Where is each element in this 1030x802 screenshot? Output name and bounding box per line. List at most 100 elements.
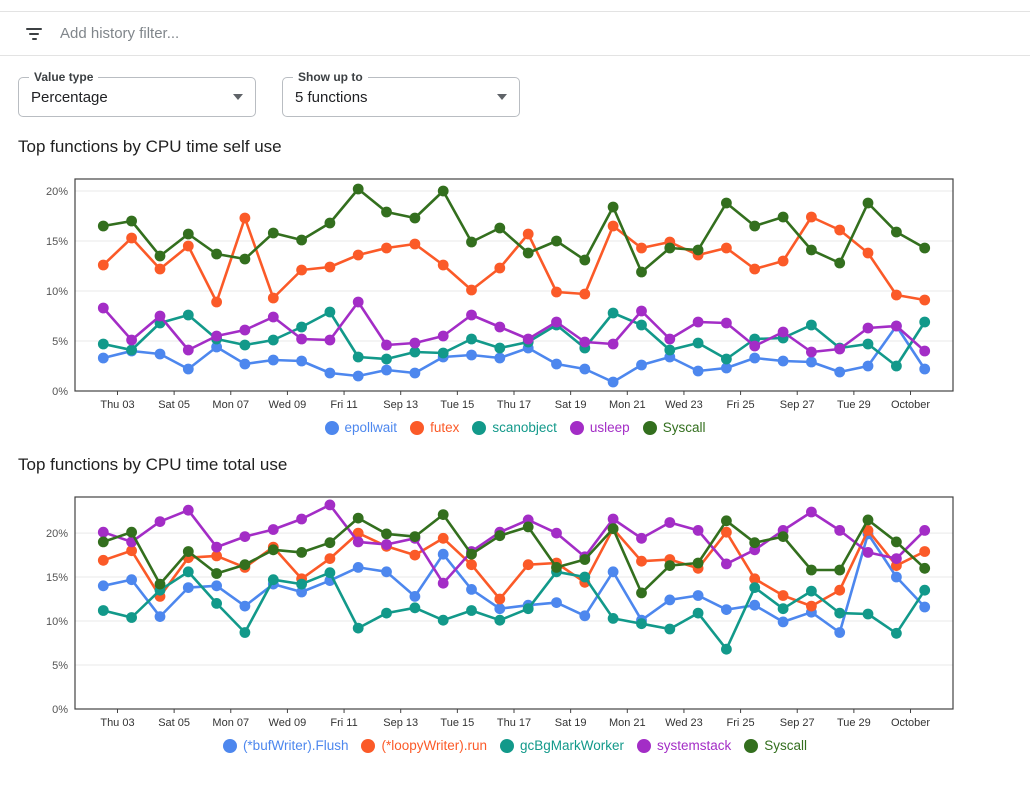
svg-text:Sep 13: Sep 13 (383, 717, 418, 729)
svg-text:Sep 13: Sep 13 (383, 399, 418, 411)
legend-swatch (744, 738, 759, 753)
show-up-to-select[interactable]: Show up to 5 functions (282, 70, 520, 117)
legend-item-systemstack: systemstack (637, 738, 731, 753)
legend-item-loopywriter-run: (*loopyWriter).run (361, 738, 487, 753)
chart-plot-area: 0% 5% 10% 15% 20% Thu 03 Sat 05 Mon 07 Wed 09 Fri… (46, 496, 954, 729)
svg-text:15%: 15% (46, 572, 68, 584)
svg-text:Sat 05: Sat 05 (158, 399, 190, 411)
svg-text:Thu 03: Thu 03 (100, 717, 134, 729)
plot-frame (74, 496, 954, 710)
legend-item-scanobject: scanobject (472, 420, 557, 435)
legend-label: usleep (589, 420, 630, 435)
svg-text:Tue 15: Tue 15 (440, 717, 474, 729)
legend-item-usleep: usleep (569, 420, 630, 435)
svg-text:Wed 09: Wed 09 (269, 399, 307, 411)
value-type-label: Value type (29, 70, 99, 84)
svg-text:Fri 11: Fri 11 (330, 717, 357, 729)
svg-text:Thu 17: Thu 17 (497, 717, 531, 729)
svg-text:Mon 21: Mon 21 (609, 399, 646, 411)
series-futex[interactable] (97, 211, 931, 308)
svg-text:Fri 11: Fri 11 (330, 399, 357, 411)
legend-item-syscall: Syscall (744, 738, 807, 753)
legend-label: Syscall (764, 738, 808, 753)
svg-text:20%: 20% (46, 528, 68, 540)
svg-text:October: October (891, 717, 930, 729)
series-gcbgmarkworker[interactable] (97, 566, 931, 655)
svg-text:10%: 10% (46, 286, 68, 298)
dropdown-arrow-icon (497, 94, 507, 100)
chart-legend: (*bufWriter).Flush (*loopyWriter).run gcBg… (0, 738, 1030, 753)
legend-label: (*bufWriter).Flush (242, 738, 349, 753)
legend-swatch (361, 738, 376, 753)
legend-label: epollwait (344, 420, 398, 435)
legend-swatch (472, 420, 487, 435)
legend-item-bufwriter-flush: (*bufWriter).Flush (222, 738, 349, 753)
svg-text:10%: 10% (46, 616, 68, 628)
svg-text:Sat 19: Sat 19 (555, 717, 587, 729)
svg-text:Sep 27: Sep 27 (780, 399, 815, 411)
chart-controls: Value type Percentage Show up to 5 funct… (18, 70, 1030, 117)
svg-text:Fri 25: Fri 25 (727, 717, 755, 729)
svg-text:October: October (891, 399, 930, 411)
legend-label: (*loopyWriter).run (381, 738, 487, 753)
x-axis: Thu 03 Sat 05 Mon 07 Wed 09 Fri 11 Sep 13 Tue … (100, 384, 954, 411)
legend-label: systemstack (657, 738, 732, 753)
series-syscall[interactable] (97, 183, 931, 278)
value-type-value: Percentage (31, 88, 108, 106)
svg-text:Mon 07: Mon 07 (212, 717, 249, 729)
chart-plot-area: 0% 5% 10% 15% 20% Thu 03 Sat 05 Mon 07 Wed 09 Fri… (46, 178, 954, 411)
show-up-to-label: Show up to (293, 70, 368, 84)
legend-swatch (410, 420, 425, 435)
svg-text:Tue 29: Tue 29 (837, 717, 871, 729)
svg-text:5%: 5% (52, 660, 68, 672)
svg-text:15%: 15% (46, 236, 68, 248)
svg-text:Tue 29: Tue 29 (837, 399, 871, 411)
series-syscall[interactable] (97, 509, 931, 599)
history-filter-input[interactable] (58, 24, 1018, 43)
legend-swatch (642, 420, 657, 435)
legend-swatch (569, 420, 584, 435)
chart-title-total-use: Top functions by CPU time total use (18, 455, 288, 474)
history-filter-bar (0, 11, 1030, 56)
legend-label: scanobject (492, 420, 557, 435)
y-gridlines: 0% 5% 10% 15% 20% (46, 528, 953, 716)
dropdown-arrow-icon (233, 94, 243, 100)
svg-text:20%: 20% (46, 186, 68, 198)
legend-label: Syscall (662, 420, 706, 435)
svg-text:Fri 25: Fri 25 (727, 399, 755, 411)
legend-swatch (324, 420, 339, 435)
line-chart-self-use: 0% 5% 10% 15% 20% Thu 03 Sat 05 Mon 07 Wed 09 Fri… (0, 169, 1030, 435)
svg-text:Wed 09: Wed 09 (269, 717, 307, 729)
line-chart-total-use: 0% 5% 10% 15% 20% Thu 03 Sat 05 Mon 07 Wed 09 Fri… (0, 487, 1030, 753)
svg-text:0%: 0% (52, 386, 68, 398)
svg-text:Wed 23: Wed 23 (665, 399, 703, 411)
legend-swatch (637, 738, 652, 753)
legend-item-epollwait: epollwait (324, 420, 398, 435)
svg-text:0%: 0% (52, 704, 68, 716)
chart-title-self-use: Top functions by CPU time self use (18, 137, 282, 156)
chart-legend: epollwait futex scanobject usleep Syscall (0, 420, 1030, 435)
svg-text:Mon 21: Mon 21 (609, 717, 646, 729)
legend-item-gcbgmarkworker: gcBgMarkWorker (500, 738, 624, 753)
chart-section-self-use: Top functions by CPU time self use 0% 5% 1… (0, 137, 1030, 435)
svg-text:Sep 27: Sep 27 (780, 717, 815, 729)
value-type-select[interactable]: Value type Percentage (18, 70, 256, 117)
svg-text:Tue 15: Tue 15 (440, 399, 474, 411)
series-epollwait[interactable] (97, 320, 931, 388)
series-bufwriter-flush[interactable] (97, 528, 931, 638)
legend-swatch (500, 738, 514, 753)
series-systemstack[interactable] (97, 499, 931, 589)
svg-text:5%: 5% (52, 336, 68, 348)
chart-section-total-use: Top functions by CPU time total use 0% 5%… (0, 455, 1030, 753)
svg-text:Sat 19: Sat 19 (555, 399, 587, 411)
show-up-to-value: 5 functions (295, 88, 368, 106)
legend-item-syscall: Syscall (642, 420, 706, 435)
svg-text:Wed 23: Wed 23 (665, 717, 703, 729)
series-loopywriter-run[interactable] (97, 523, 931, 612)
legend-label: futex (430, 420, 460, 435)
filter-list-icon[interactable] (24, 24, 44, 44)
legend-label: gcBgMarkWorker (520, 738, 625, 753)
svg-text:Thu 03: Thu 03 (100, 399, 134, 411)
svg-text:Thu 17: Thu 17 (497, 399, 531, 411)
series-usleep[interactable] (97, 296, 931, 358)
